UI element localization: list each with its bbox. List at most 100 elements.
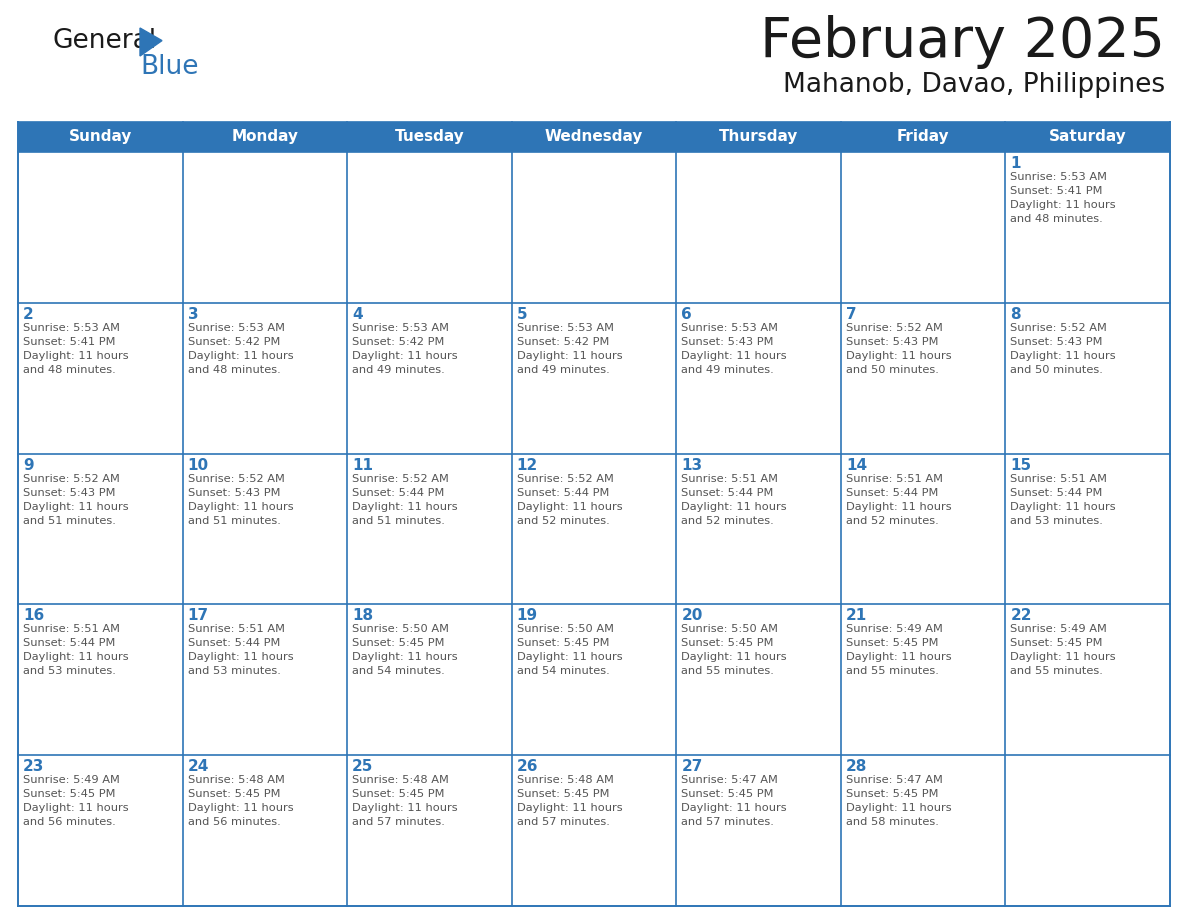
Text: and 57 minutes.: and 57 minutes.: [681, 817, 775, 827]
Text: Wednesday: Wednesday: [545, 129, 643, 144]
Text: Sunrise: 5:53 AM: Sunrise: 5:53 AM: [23, 323, 120, 333]
Text: Daylight: 11 hours: Daylight: 11 hours: [1011, 351, 1116, 361]
Text: 6: 6: [681, 307, 693, 322]
Text: Sunrise: 5:51 AM: Sunrise: 5:51 AM: [23, 624, 120, 634]
Text: Sunrise: 5:53 AM: Sunrise: 5:53 AM: [352, 323, 449, 333]
Text: Daylight: 11 hours: Daylight: 11 hours: [681, 653, 786, 663]
Text: and 51 minutes.: and 51 minutes.: [23, 516, 116, 526]
Text: Daylight: 11 hours: Daylight: 11 hours: [188, 653, 293, 663]
Text: Sunset: 5:43 PM: Sunset: 5:43 PM: [1011, 337, 1102, 347]
Text: Monday: Monday: [232, 129, 298, 144]
Text: and 54 minutes.: and 54 minutes.: [352, 666, 444, 677]
Text: Sunrise: 5:49 AM: Sunrise: 5:49 AM: [846, 624, 943, 634]
Text: Daylight: 11 hours: Daylight: 11 hours: [517, 803, 623, 813]
Text: 3: 3: [188, 307, 198, 322]
Text: 24: 24: [188, 759, 209, 774]
Text: and 55 minutes.: and 55 minutes.: [846, 666, 939, 677]
Text: 21: 21: [846, 609, 867, 623]
Text: Sunrise: 5:51 AM: Sunrise: 5:51 AM: [1011, 474, 1107, 484]
Text: 13: 13: [681, 457, 702, 473]
Text: Daylight: 11 hours: Daylight: 11 hours: [352, 653, 457, 663]
Text: Tuesday: Tuesday: [394, 129, 465, 144]
Text: Sunset: 5:43 PM: Sunset: 5:43 PM: [681, 337, 773, 347]
Text: and 53 minutes.: and 53 minutes.: [1011, 516, 1104, 526]
Text: Sunset: 5:45 PM: Sunset: 5:45 PM: [517, 789, 609, 800]
Text: Sunset: 5:44 PM: Sunset: 5:44 PM: [188, 638, 280, 648]
Text: Sunrise: 5:50 AM: Sunrise: 5:50 AM: [681, 624, 778, 634]
Text: 14: 14: [846, 457, 867, 473]
Text: Daylight: 11 hours: Daylight: 11 hours: [23, 351, 128, 361]
Text: Sunset: 5:42 PM: Sunset: 5:42 PM: [352, 337, 444, 347]
Text: Daylight: 11 hours: Daylight: 11 hours: [188, 351, 293, 361]
Text: and 50 minutes.: and 50 minutes.: [1011, 364, 1104, 375]
Text: Sunset: 5:43 PM: Sunset: 5:43 PM: [188, 487, 280, 498]
Text: Daylight: 11 hours: Daylight: 11 hours: [23, 653, 128, 663]
Text: 4: 4: [352, 307, 362, 322]
Text: and 56 minutes.: and 56 minutes.: [188, 817, 280, 827]
Text: 12: 12: [517, 457, 538, 473]
Text: Sunset: 5:45 PM: Sunset: 5:45 PM: [846, 638, 939, 648]
Text: 11: 11: [352, 457, 373, 473]
Text: Daylight: 11 hours: Daylight: 11 hours: [517, 653, 623, 663]
Text: Sunset: 5:44 PM: Sunset: 5:44 PM: [23, 638, 115, 648]
Text: and 51 minutes.: and 51 minutes.: [188, 516, 280, 526]
Text: and 55 minutes.: and 55 minutes.: [1011, 666, 1104, 677]
Text: Sunrise: 5:52 AM: Sunrise: 5:52 AM: [188, 474, 284, 484]
Text: Daylight: 11 hours: Daylight: 11 hours: [681, 351, 786, 361]
Text: Daylight: 11 hours: Daylight: 11 hours: [352, 351, 457, 361]
Text: 5: 5: [517, 307, 527, 322]
Text: 7: 7: [846, 307, 857, 322]
Text: 17: 17: [188, 609, 209, 623]
Text: 2: 2: [23, 307, 33, 322]
Text: Sunset: 5:45 PM: Sunset: 5:45 PM: [1011, 638, 1102, 648]
Text: and 56 minutes.: and 56 minutes.: [23, 817, 115, 827]
Text: Sunrise: 5:48 AM: Sunrise: 5:48 AM: [517, 775, 613, 785]
Text: Sunrise: 5:49 AM: Sunrise: 5:49 AM: [1011, 624, 1107, 634]
Text: Sunset: 5:45 PM: Sunset: 5:45 PM: [188, 789, 280, 800]
Text: Sunrise: 5:48 AM: Sunrise: 5:48 AM: [188, 775, 284, 785]
Text: 15: 15: [1011, 457, 1031, 473]
Text: Sunset: 5:43 PM: Sunset: 5:43 PM: [846, 337, 939, 347]
Text: 16: 16: [23, 609, 44, 623]
Text: 19: 19: [517, 609, 538, 623]
Text: Daylight: 11 hours: Daylight: 11 hours: [23, 803, 128, 813]
Text: Sunrise: 5:52 AM: Sunrise: 5:52 AM: [517, 474, 613, 484]
Text: Sunrise: 5:50 AM: Sunrise: 5:50 AM: [517, 624, 614, 634]
Text: Sunrise: 5:53 AM: Sunrise: 5:53 AM: [188, 323, 285, 333]
Text: and 49 minutes.: and 49 minutes.: [352, 364, 444, 375]
Text: and 55 minutes.: and 55 minutes.: [681, 666, 775, 677]
Text: Friday: Friday: [897, 129, 949, 144]
Text: Sunset: 5:45 PM: Sunset: 5:45 PM: [681, 789, 773, 800]
Text: Sunset: 5:44 PM: Sunset: 5:44 PM: [1011, 487, 1102, 498]
Text: and 51 minutes.: and 51 minutes.: [352, 516, 446, 526]
Text: Sunset: 5:45 PM: Sunset: 5:45 PM: [517, 638, 609, 648]
Text: and 57 minutes.: and 57 minutes.: [517, 817, 609, 827]
Text: Sunday: Sunday: [69, 129, 132, 144]
Text: Daylight: 11 hours: Daylight: 11 hours: [188, 803, 293, 813]
Text: Sunrise: 5:47 AM: Sunrise: 5:47 AM: [681, 775, 778, 785]
Text: 27: 27: [681, 759, 702, 774]
Text: Sunset: 5:45 PM: Sunset: 5:45 PM: [23, 789, 115, 800]
Text: Sunrise: 5:52 AM: Sunrise: 5:52 AM: [1011, 323, 1107, 333]
Text: Mahanob, Davao, Philippines: Mahanob, Davao, Philippines: [783, 72, 1165, 98]
Text: 22: 22: [1011, 609, 1032, 623]
Text: Sunrise: 5:51 AM: Sunrise: 5:51 AM: [681, 474, 778, 484]
Text: Sunrise: 5:50 AM: Sunrise: 5:50 AM: [352, 624, 449, 634]
Text: Sunset: 5:44 PM: Sunset: 5:44 PM: [846, 487, 939, 498]
Text: Sunset: 5:44 PM: Sunset: 5:44 PM: [352, 487, 444, 498]
Text: and 52 minutes.: and 52 minutes.: [681, 516, 775, 526]
Text: Thursday: Thursday: [719, 129, 798, 144]
Text: Sunset: 5:45 PM: Sunset: 5:45 PM: [846, 789, 939, 800]
Text: General: General: [52, 28, 156, 54]
Text: 28: 28: [846, 759, 867, 774]
Text: Sunrise: 5:47 AM: Sunrise: 5:47 AM: [846, 775, 943, 785]
Text: Sunset: 5:41 PM: Sunset: 5:41 PM: [23, 337, 115, 347]
Text: and 48 minutes.: and 48 minutes.: [1011, 214, 1104, 224]
Text: Sunrise: 5:53 AM: Sunrise: 5:53 AM: [517, 323, 614, 333]
Text: and 58 minutes.: and 58 minutes.: [846, 817, 939, 827]
Text: Sunset: 5:44 PM: Sunset: 5:44 PM: [681, 487, 773, 498]
Text: 20: 20: [681, 609, 702, 623]
Text: 10: 10: [188, 457, 209, 473]
Text: Sunrise: 5:51 AM: Sunrise: 5:51 AM: [846, 474, 943, 484]
Text: and 48 minutes.: and 48 minutes.: [23, 364, 115, 375]
